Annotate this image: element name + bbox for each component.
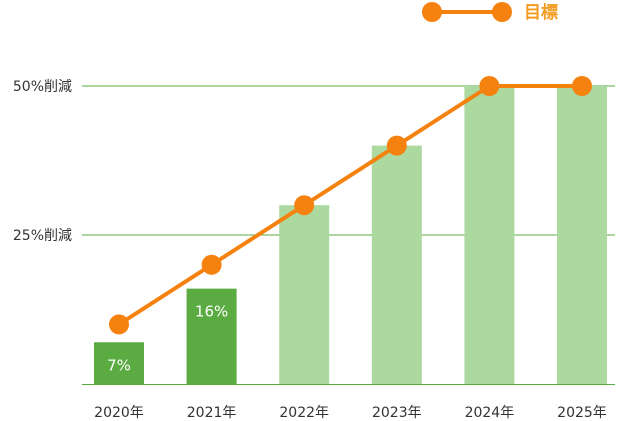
- legend-marker-right: [492, 2, 512, 22]
- target-line: [109, 76, 592, 335]
- y-tick-label: 50%削減: [13, 78, 72, 95]
- target-point: [479, 76, 500, 96]
- target-series-line: [117, 84, 582, 327]
- x-tick-label: 2021年: [187, 405, 237, 421]
- x-tick-label: 2022年: [279, 405, 329, 421]
- gridlines: [82, 85, 615, 385]
- bar-data-label: 16%: [195, 303, 228, 321]
- x-tick-label: 2020年: [94, 405, 144, 421]
- bar: [557, 86, 607, 384]
- target-point: [109, 314, 129, 335]
- bar: [186, 288, 237, 384]
- target-point: [572, 76, 592, 96]
- legend: 目標: [422, 2, 558, 23]
- x-tick-label: 2023年: [372, 405, 422, 421]
- x-tick-label: 2025年: [557, 405, 607, 421]
- bar-data-label: 7%: [107, 356, 131, 374]
- legend-label: 目標: [524, 2, 558, 23]
- target-point: [201, 254, 222, 275]
- legend-marker-left: [422, 2, 442, 22]
- bars: [94, 86, 607, 384]
- bar: [371, 145, 422, 384]
- labels: 25%削減 50%削減 7% 16% 2020年 2021年 2022年 2023年 2024年…: [13, 78, 607, 421]
- target-point: [294, 195, 315, 216]
- y-tick-label: 25%削減: [13, 227, 72, 244]
- bar: [94, 342, 144, 384]
- bar: [279, 205, 330, 384]
- x-tick-label: 2024年: [465, 405, 515, 421]
- bar: [464, 86, 515, 384]
- target-point: [386, 135, 407, 156]
